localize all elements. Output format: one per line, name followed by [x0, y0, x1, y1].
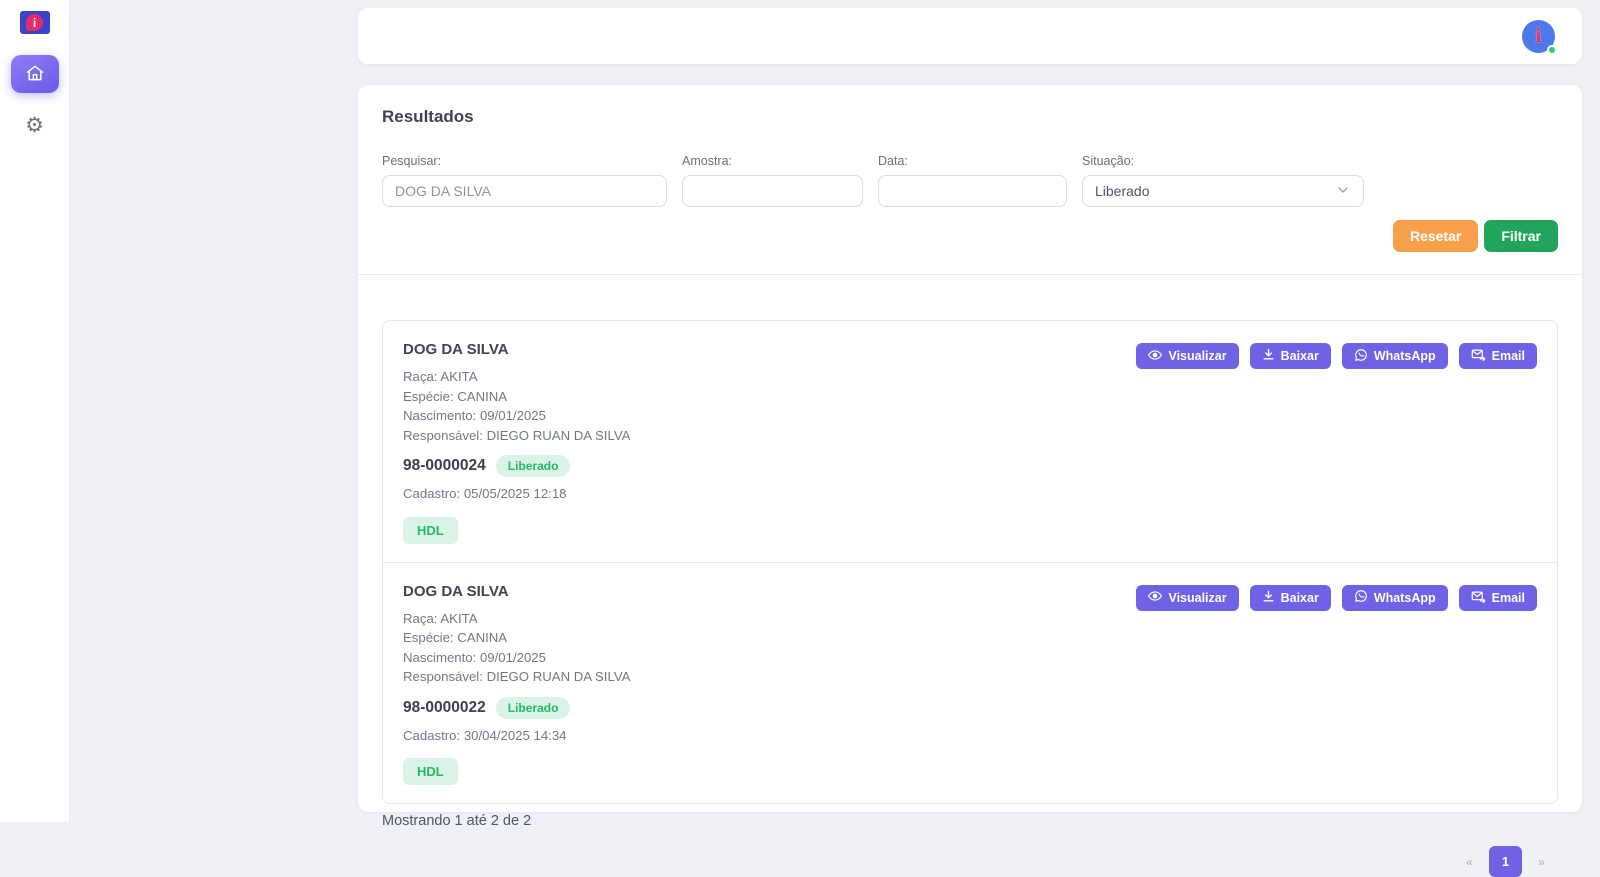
results-section: DOG DA SILVA Raça: AKITA Espécie: CANINA…	[358, 275, 1582, 877]
exam-chip: HDL	[403, 516, 458, 544]
patient-species: Espécie: CANINA	[403, 630, 508, 645]
results-list: DOG DA SILVA Raça: AKITA Espécie: CANINA…	[382, 320, 1558, 804]
eye-icon	[1148, 589, 1163, 606]
data-input[interactable]	[878, 175, 1067, 207]
filter-button[interactable]: Filtrar	[1484, 220, 1558, 252]
result-card: DOG DA SILVA Raça: AKITA Espécie: CANINA…	[383, 321, 1557, 562]
filter-group-pesquisar: Pesquisar:	[382, 154, 667, 207]
result-card: DOG DA SILVA Raça: AKITA Espécie: CANINA…	[383, 561, 1557, 804]
reset-button[interactable]: Resetar	[1392, 220, 1479, 252]
content-column: i Resultados Pesquisar: Amostra: Data:	[358, 0, 1582, 877]
pagination: « 1 »	[382, 846, 1558, 877]
online-status-dot	[1547, 44, 1557, 55]
patient-birthdate: Nascimento: 09/01/2025	[403, 649, 546, 665]
sidebar-item-home[interactable]	[10, 55, 59, 93]
filter-group-situacao: Situação: Liberado	[1082, 154, 1364, 207]
registration-date: Cadastro: 30/04/2025 14:34	[403, 727, 567, 743]
topbar: i	[358, 8, 1582, 64]
patient-owner: Responsável: DIEGO RUAN DA SILVA	[403, 669, 631, 684]
exam-chip: HDL	[403, 758, 458, 785]
avatar[interactable]: i	[1522, 19, 1557, 55]
card-info: DOG DA SILVA Raça: AKITA Espécie: CANINA…	[403, 573, 631, 785]
visualizar-button[interactable]: Visualizar	[1136, 584, 1239, 611]
eye-icon	[1148, 348, 1163, 365]
pagination-page-1[interactable]: 1	[1489, 846, 1522, 877]
data-label: Data:	[878, 154, 908, 168]
sample-code: 98-0000022	[403, 698, 486, 716]
email-button[interactable]: Email	[1458, 584, 1537, 611]
patient-name: DOG DA SILVA	[403, 341, 509, 358]
whatsapp-icon	[1354, 348, 1368, 365]
results-panel: Resultados Pesquisar: Amostra: Data: Sit…	[358, 85, 1582, 877]
patient-breed: Raça: AKITA	[403, 610, 478, 626]
patient-species: Espécie: CANINA	[403, 388, 508, 404]
home-icon	[25, 63, 45, 86]
download-icon	[1262, 590, 1275, 606]
download-icon	[1262, 348, 1275, 364]
email-label: Email	[1491, 590, 1525, 605]
amostra-label: Amostra:	[682, 154, 733, 168]
brand-logo-shape	[26, 14, 43, 31]
gear-icon: ⚙	[25, 113, 44, 137]
chevron-down-icon	[1335, 182, 1351, 201]
avatar-brand-letter: i	[1534, 24, 1543, 47]
status-badge: Liberado	[495, 455, 571, 477]
registration-date: Cadastro: 05/05/2025 12:18	[403, 486, 567, 501]
card-actions: Visualizar Baixar WhatsApp	[1136, 584, 1537, 611]
brand-logo-letter: i	[32, 15, 37, 30]
sidebar: i ⚙	[0, 0, 70, 822]
card-actions: Visualizar Baixar WhatsApp	[1136, 343, 1537, 369]
baixar-label: Baixar	[1280, 590, 1319, 605]
whatsapp-button[interactable]: WhatsApp	[1341, 343, 1448, 369]
card-info: DOG DA SILVA Raça: AKITA Espécie: CANINA…	[403, 331, 630, 544]
situacao-select[interactable]: Liberado	[1082, 175, 1364, 207]
patient-breed: Raça: AKITA	[403, 369, 478, 384]
whatsapp-icon	[1354, 589, 1368, 606]
visualizar-label: Visualizar	[1168, 590, 1227, 605]
whatsapp-label: WhatsApp	[1373, 590, 1436, 605]
baixar-button[interactable]: Baixar	[1249, 343, 1331, 369]
results-count: Mostrando 1 até 2 de 2	[382, 813, 532, 829]
sample-code-row: 98-0000022 Liberado	[403, 696, 630, 719]
sample-code: 98-0000024	[403, 457, 486, 474]
amostra-input[interactable]	[682, 175, 863, 207]
patient-birthdate: Nascimento: 09/01/2025	[403, 408, 546, 423]
filter-group-amostra: Amostra:	[682, 154, 863, 207]
pagination-prev[interactable]: «	[1453, 846, 1486, 877]
pesquisar-input[interactable]	[382, 175, 667, 207]
filter-group-data: Data:	[878, 154, 1067, 207]
filters-row: Pesquisar: Amostra: Data: Situação: Libe…	[382, 154, 1558, 207]
sidebar-item-settings[interactable]: ⚙	[25, 115, 44, 136]
baixar-button[interactable]: Baixar	[1249, 584, 1331, 611]
email-label: Email	[1491, 349, 1525, 363]
situacao-selected-value: Liberado	[1095, 183, 1150, 199]
section-divider	[358, 274, 1582, 275]
email-button[interactable]: Email	[1458, 343, 1537, 369]
patient-name: DOG DA SILVA	[403, 582, 509, 600]
visualizar-label: Visualizar	[1168, 349, 1227, 363]
envelope-arrow-icon	[1471, 589, 1486, 607]
patient-owner: Responsável: DIEGO RUAN DA SILVA	[403, 427, 631, 443]
situacao-label: Situação:	[1082, 154, 1135, 168]
filter-actions: Resetar Filtrar	[382, 220, 1558, 252]
visualizar-button[interactable]: Visualizar	[1136, 343, 1239, 369]
page-title: Resultados	[382, 107, 474, 126]
whatsapp-button[interactable]: WhatsApp	[1341, 584, 1448, 611]
whatsapp-label: WhatsApp	[1373, 349, 1436, 363]
baixar-label: Baixar	[1280, 349, 1319, 363]
brand-logo: i	[19, 11, 50, 34]
sample-code-row: 98-0000024 Liberado	[403, 455, 630, 477]
pesquisar-label: Pesquisar:	[382, 154, 442, 168]
pagination-next[interactable]: »	[1525, 846, 1558, 877]
status-badge: Liberado	[495, 696, 571, 719]
envelope-arrow-icon	[1471, 347, 1486, 365]
